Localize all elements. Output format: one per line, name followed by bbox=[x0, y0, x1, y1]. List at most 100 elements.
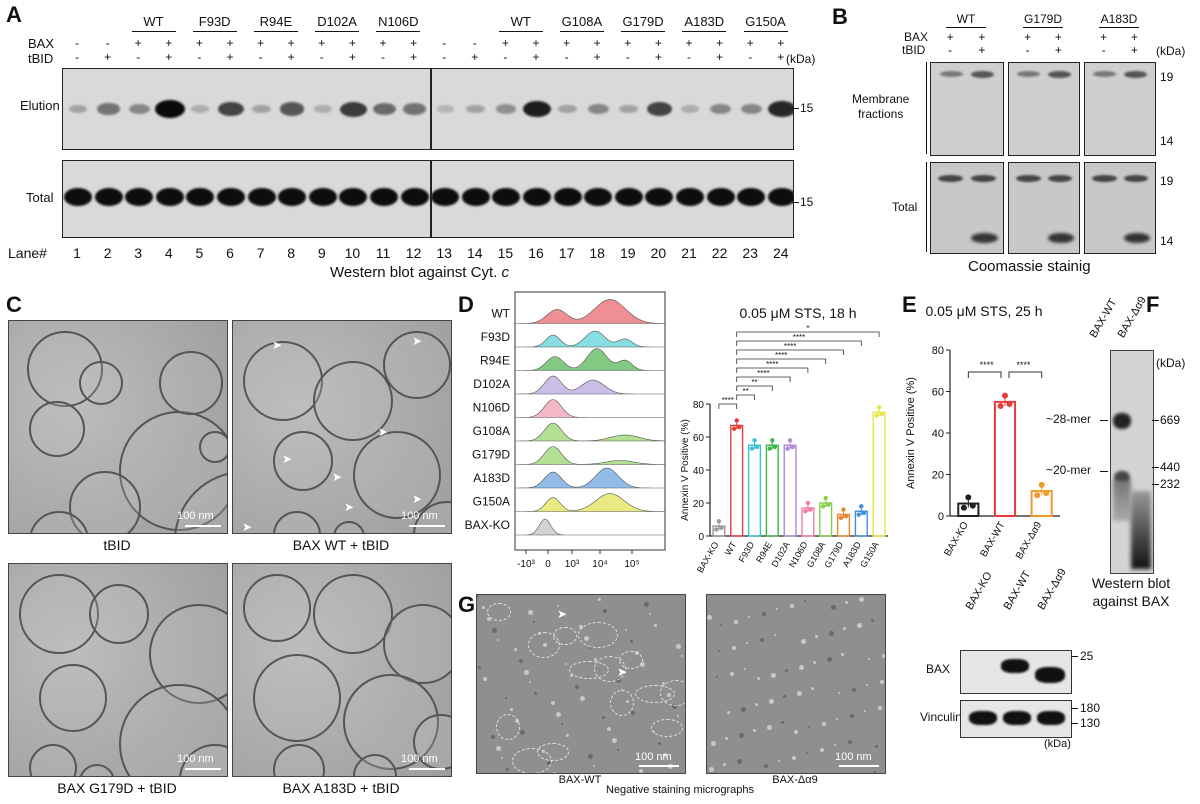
micrograph-label: BAX WT + tBID bbox=[292, 537, 390, 553]
marker-label: 232 bbox=[1160, 477, 1181, 491]
particle bbox=[753, 729, 756, 732]
tbid-sign: - bbox=[687, 50, 691, 64]
category-label: BAX-KO bbox=[943, 520, 972, 558]
particle bbox=[827, 657, 832, 662]
data-point bbox=[737, 424, 742, 430]
elution-band bbox=[68, 104, 88, 114]
y-tick-label: 0 bbox=[938, 511, 944, 523]
total-band bbox=[308, 188, 337, 206]
group-underline bbox=[498, 31, 543, 32]
vesicle bbox=[313, 574, 393, 654]
particle bbox=[566, 734, 569, 737]
particle bbox=[720, 624, 722, 626]
side-bracket bbox=[926, 62, 927, 154]
particle bbox=[744, 668, 746, 670]
elution-band bbox=[587, 103, 609, 115]
total-label: Total bbox=[26, 190, 54, 205]
particle bbox=[593, 765, 595, 767]
panel-b-caption: Coomassie stainig bbox=[968, 258, 1091, 275]
tbid-sign: + bbox=[165, 50, 173, 64]
particle bbox=[501, 757, 503, 759]
particle bbox=[603, 609, 607, 613]
particle bbox=[482, 606, 485, 609]
particle bbox=[529, 681, 531, 683]
particle bbox=[496, 746, 501, 751]
sample-label: D102A bbox=[473, 377, 510, 391]
band-14kda bbox=[1047, 233, 1075, 243]
elution-band bbox=[680, 105, 700, 113]
elution-label: Elution bbox=[20, 98, 60, 113]
particle bbox=[519, 659, 523, 663]
vesicle bbox=[413, 714, 451, 770]
scale-bar bbox=[639, 765, 679, 767]
micrograph-label: BAX-Δα9 bbox=[772, 774, 818, 786]
panel-label-f: F bbox=[1146, 292, 1160, 317]
bax-sign: + bbox=[654, 36, 662, 50]
data-point bbox=[1038, 481, 1045, 488]
particle bbox=[477, 595, 479, 597]
lane-number: 13 bbox=[436, 245, 452, 261]
total-blot bbox=[930, 162, 1004, 254]
panel-label-d: D bbox=[458, 292, 474, 317]
particle bbox=[478, 666, 481, 669]
elution-band bbox=[218, 101, 244, 117]
bar bbox=[993, 400, 1017, 517]
total-band bbox=[767, 188, 793, 206]
mer-tick bbox=[1100, 471, 1108, 472]
membrane-blot bbox=[1008, 62, 1080, 156]
particle bbox=[864, 710, 866, 712]
tbid-sign: - bbox=[564, 50, 569, 64]
particle bbox=[880, 680, 884, 684]
elution-band bbox=[154, 100, 185, 118]
tbid-row-label: tBID bbox=[902, 43, 926, 57]
mer-tick bbox=[1100, 420, 1108, 421]
category-label: WT bbox=[723, 540, 739, 558]
category-label: BAX-Δα9 bbox=[1014, 520, 1044, 562]
total-band bbox=[523, 188, 551, 206]
native-blot bbox=[1110, 350, 1154, 574]
particle bbox=[769, 699, 774, 704]
particle bbox=[654, 624, 657, 627]
data-point bbox=[856, 512, 861, 517]
lane-number: 22 bbox=[711, 245, 728, 261]
arrowhead-icon: ➤ bbox=[242, 520, 253, 534]
particle bbox=[848, 740, 852, 744]
tbid-sign: - bbox=[75, 50, 79, 64]
group-underline bbox=[253, 31, 298, 32]
particle bbox=[556, 712, 561, 717]
bax-sign: + bbox=[1130, 30, 1138, 44]
scale-bar bbox=[185, 768, 221, 770]
vesicle bbox=[353, 431, 441, 519]
elution-marker: 15 bbox=[800, 101, 814, 115]
sample-label: G150A bbox=[473, 495, 510, 509]
vesicle bbox=[313, 361, 393, 441]
vesicle bbox=[243, 341, 323, 421]
particle bbox=[524, 670, 529, 675]
bax-sign: + bbox=[716, 36, 724, 50]
vesicle bbox=[89, 584, 149, 644]
tbid-sign: + bbox=[410, 50, 418, 64]
particle bbox=[514, 648, 517, 651]
scale-bar bbox=[409, 768, 445, 770]
particle bbox=[617, 749, 619, 751]
total-band bbox=[645, 188, 674, 206]
bax-sign: + bbox=[1054, 30, 1062, 44]
vesicle bbox=[159, 351, 223, 415]
particle bbox=[551, 701, 555, 705]
data-point bbox=[714, 527, 719, 532]
sample-label: BAX-KO bbox=[465, 518, 510, 532]
lane-number: 12 bbox=[405, 245, 422, 261]
total-blot bbox=[1008, 162, 1080, 254]
particle bbox=[792, 756, 796, 760]
elution-band bbox=[522, 100, 552, 118]
vesicle bbox=[273, 431, 333, 491]
significance-stars: **** bbox=[1016, 360, 1031, 370]
total-band bbox=[247, 188, 276, 206]
y-tick-label: 40 bbox=[932, 428, 944, 440]
y-axis-label: Annexin V Positive (%) bbox=[905, 377, 917, 489]
particle bbox=[640, 662, 645, 667]
significance-bracket bbox=[1008, 371, 1043, 378]
tbid-sign: - bbox=[1101, 43, 1106, 57]
elution-band bbox=[313, 105, 332, 113]
category-label: F93D bbox=[737, 540, 757, 564]
